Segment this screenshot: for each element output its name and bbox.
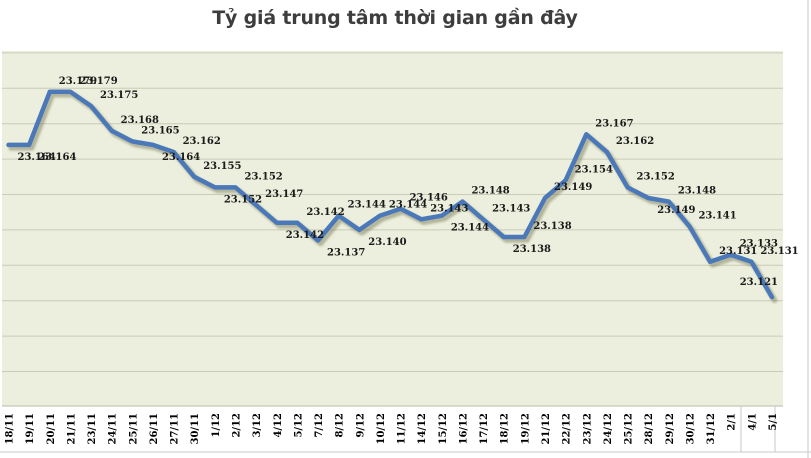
x-axis-tick-label: 28/12 <box>644 413 655 445</box>
x-axis-tick-label: 21/12 <box>541 413 552 445</box>
x-axis-tick-label: 5/12 <box>293 413 304 438</box>
data-label: 23.162 <box>183 136 221 147</box>
x-axis-tick-label: 2/12 <box>232 413 243 438</box>
x-axis-tick-label: 7/12 <box>314 413 325 438</box>
x-axis-tick-label: 27/11 <box>170 413 181 444</box>
data-label: 23.143 <box>492 203 530 214</box>
x-axis-tick-label: 17/12 <box>479 413 490 445</box>
data-label: 23.148 <box>471 186 509 197</box>
data-label: 23.131 <box>719 246 757 257</box>
x-axis-tick-label: 10/12 <box>376 413 387 445</box>
series-line <box>6 89 775 300</box>
x-axis-tick-label: 26/11 <box>149 413 160 444</box>
x-axis-tick-label: 24/12 <box>603 413 614 445</box>
data-label: 23.138 <box>513 244 551 255</box>
x-axis-tick-label: 1/12 <box>211 413 222 438</box>
data-label: 23.179 <box>59 76 97 87</box>
data-label: 23.138 <box>533 221 571 232</box>
data-label: 23.168 <box>121 115 159 126</box>
x-axis-tick-label: 25/12 <box>624 413 635 445</box>
x-axis-tick-label: 24/11 <box>108 413 119 444</box>
x-axis-tick-label: 5/1 <box>768 413 779 431</box>
x-axis-tick-label: 4/1 <box>747 413 758 431</box>
x-axis-tick-label: 14/12 <box>417 413 428 445</box>
x-axis-tick-label: 19/11 <box>25 413 36 444</box>
data-label: 23.149 <box>554 182 592 193</box>
data-label: 23.162 <box>616 136 654 147</box>
x-axis-tick-label: 19/12 <box>520 413 531 445</box>
x-axis-tick-label: 18/11 <box>5 413 16 444</box>
x-axis-tick-label: 25/11 <box>128 413 139 444</box>
data-label: 23.148 <box>678 186 716 197</box>
data-label: 23.152 <box>244 171 282 182</box>
data-label: 23.164 <box>38 152 76 163</box>
x-axis-tick-label: 29/12 <box>665 413 676 445</box>
chart-title: Tỷ giá trung tâm thời gian gần đây <box>212 7 578 29</box>
x-axis-tick-label: 30/11 <box>190 413 201 444</box>
data-label: 23.164 <box>18 152 56 163</box>
data-label: 23.164 <box>162 152 200 163</box>
data-label: 23.149 <box>657 205 695 216</box>
x-axis-tick-label: 8/12 <box>335 413 346 438</box>
x-axis-tick-label: 9/12 <box>355 413 366 438</box>
data-label: 23.142 <box>286 230 324 241</box>
x-axis-tick-label: 15/12 <box>438 413 449 445</box>
data-label: 23.131 <box>760 246 798 257</box>
x-axis-tick-label: 31/12 <box>706 413 717 445</box>
data-label: 23.144 <box>348 200 386 211</box>
data-label: 23.155 <box>203 161 241 172</box>
x-axis-tick-label: 20/11 <box>46 413 57 444</box>
data-label: 23.146 <box>410 193 448 204</box>
x-axis-tick-label: 16/12 <box>459 413 470 445</box>
data-label: 23.165 <box>141 125 179 136</box>
data-label: 23.133 <box>740 239 778 250</box>
data-label: 23.167 <box>595 118 633 129</box>
data-label: 23.152 <box>637 171 675 182</box>
data-label: 23.140 <box>368 237 406 248</box>
data-label: 23.154 <box>575 164 613 175</box>
data-label: 23.175 <box>100 90 138 101</box>
data-label: 23.142 <box>306 207 344 218</box>
data-label: 23.144 <box>389 200 427 211</box>
data-label: 23.152 <box>224 194 262 205</box>
data-label: 23.143 <box>430 203 468 214</box>
data-label: 23.141 <box>698 210 736 221</box>
data-label: 23.147 <box>265 189 303 200</box>
x-axis-tick-label: 3/12 <box>252 413 263 438</box>
x-axis-tick-label: 18/12 <box>500 413 511 445</box>
plot-background <box>2 51 783 406</box>
x-axis-tick-label: 2/1 <box>727 413 738 431</box>
x-axis-tick-label: 21/11 <box>66 413 77 444</box>
x-axis-tick-label: 4/12 <box>273 413 284 438</box>
x-axis-tick-label: 23/11 <box>87 413 98 444</box>
x-axis-tick-label: 22/12 <box>562 413 573 445</box>
data-label: 23.137 <box>327 248 365 259</box>
data-label: 23.121 <box>740 277 778 288</box>
x-axis-tick-label: 30/12 <box>686 413 697 445</box>
x-axis-tick-label: 23/12 <box>582 413 593 445</box>
data-label: 23.144 <box>451 223 489 234</box>
x-axis-tick-label: 11/12 <box>397 413 408 445</box>
data-label: 23.179 <box>79 76 117 87</box>
